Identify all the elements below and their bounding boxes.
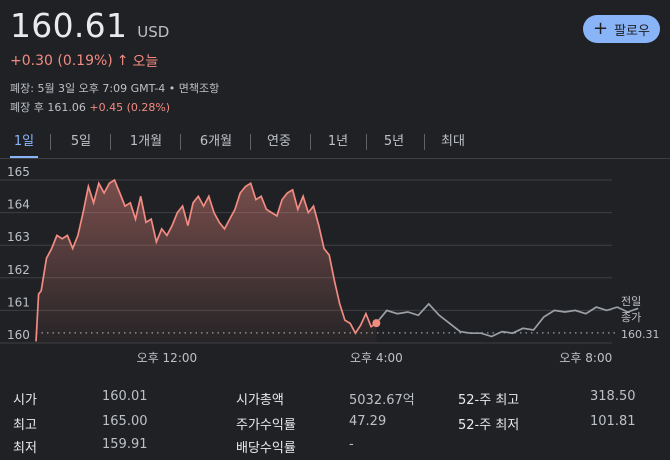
stat-value-dividend-yield: - — [349, 437, 354, 452]
tab-divider — [110, 134, 111, 150]
stat-value-high: 165.00 — [102, 414, 148, 429]
y-tick-label: 161 — [7, 295, 30, 309]
prev-close-label-line1: 전일 — [621, 294, 641, 308]
prev-close-value: 160.31 — [621, 328, 660, 341]
price-change: +0.30 (0.19%) ↑ 오늘 — [10, 51, 158, 71]
after-hours-line — [375, 302, 639, 338]
x-tick-label: 오후 4:00 — [350, 351, 403, 365]
stat-value-52w-low: 101.81 — [590, 414, 636, 429]
range-tabs: 1일 5일 1개월 6개월 연중 1년 5년 최대 — [0, 128, 670, 159]
after-hours-price: 161.06 — [47, 101, 86, 114]
stat-label-low: 최저 — [13, 441, 37, 456]
stat-label-open: 시가 — [13, 393, 37, 408]
currency-label: USD — [137, 23, 170, 41]
tab-divider — [310, 134, 311, 150]
y-tick-label: 163 — [7, 230, 30, 244]
stat-label-high: 최고 — [13, 418, 37, 433]
regular-session-line — [35, 178, 377, 342]
price-header: 160.61 USD — [10, 6, 169, 45]
x-tick-label: 오후 8:00 — [559, 351, 612, 365]
stat-label-pe-ratio: 주가수익률 — [236, 418, 296, 433]
plus-icon: + — [593, 18, 609, 39]
tab-max[interactable]: 최대 — [441, 134, 465, 149]
stat-value-pe-ratio: 47.29 — [349, 414, 387, 429]
stat-label-dividend-yield: 배당수익률 — [236, 441, 296, 456]
stat-value-market-cap: 5032.67억 — [349, 393, 415, 408]
stat-value-open: 160.01 — [102, 389, 148, 404]
tab-1d[interactable]: 1일 — [10, 128, 38, 159]
change-value: +0.30 (0.19%) — [10, 53, 113, 69]
tab-divider — [50, 134, 51, 150]
tabs-underline — [0, 158, 670, 159]
tab-6m[interactable]: 6개월 — [199, 134, 233, 149]
x-tick-label: 오후 12:00 — [137, 351, 197, 365]
close-info: 폐장: 5월 3일 오후 7:09 GMT-4 • 면책조항 — [10, 82, 220, 95]
stat-value-low: 159.91 — [102, 437, 148, 452]
change-period: 오늘 — [132, 54, 159, 70]
tab-divider — [366, 134, 367, 150]
x-axis-labels: 오후 12:00 오후 4:00 오후 8:00 — [137, 351, 613, 365]
tab-divider — [424, 134, 425, 150]
tab-1y[interactable]: 1년 — [327, 134, 349, 149]
y-tick-label: 160 — [7, 328, 30, 342]
after-hours-change: +0.45 (0.28%) — [89, 101, 171, 114]
stat-value-52w-high: 318.50 — [590, 389, 636, 404]
after-hours-info: 폐장 후 161.06 +0.45 (0.28%) — [10, 99, 170, 115]
y-axis-labels: 165 164 163 162 161 160 — [7, 165, 30, 342]
tab-divider — [250, 134, 251, 150]
after-hours-label: 폐장 후 — [10, 101, 44, 114]
stat-label-market-cap: 시가총액 — [236, 393, 284, 408]
tab-1m[interactable]: 1개월 — [129, 134, 163, 149]
y-tick-label: 164 — [7, 198, 30, 212]
follow-button-label: 팔로우 — [614, 23, 650, 39]
stat-label-52w-high: 52-주 최고 — [458, 393, 520, 408]
close-marker — [372, 319, 381, 328]
tab-5d[interactable]: 5일 — [70, 134, 92, 149]
follow-button[interactable]: + 팔로우 — [583, 15, 660, 43]
prev-close-label-line2: 종가 — [621, 311, 641, 324]
stat-label-52w-low: 52-주 최저 — [458, 418, 520, 433]
y-tick-label: 165 — [7, 165, 30, 179]
arrow-up-icon: ↑ — [116, 53, 129, 69]
tab-5y[interactable]: 5년 — [383, 134, 405, 149]
y-tick-label: 162 — [7, 263, 30, 277]
current-price: 160.61 — [10, 6, 128, 45]
price-area-fill — [36, 180, 377, 343]
tab-divider — [180, 134, 181, 150]
price-chart[interactable]: 165 164 163 162 161 160 전일 종가 160.31 오후 12:00… — [0, 160, 670, 372]
tab-ytd[interactable]: 연중 — [267, 134, 291, 149]
